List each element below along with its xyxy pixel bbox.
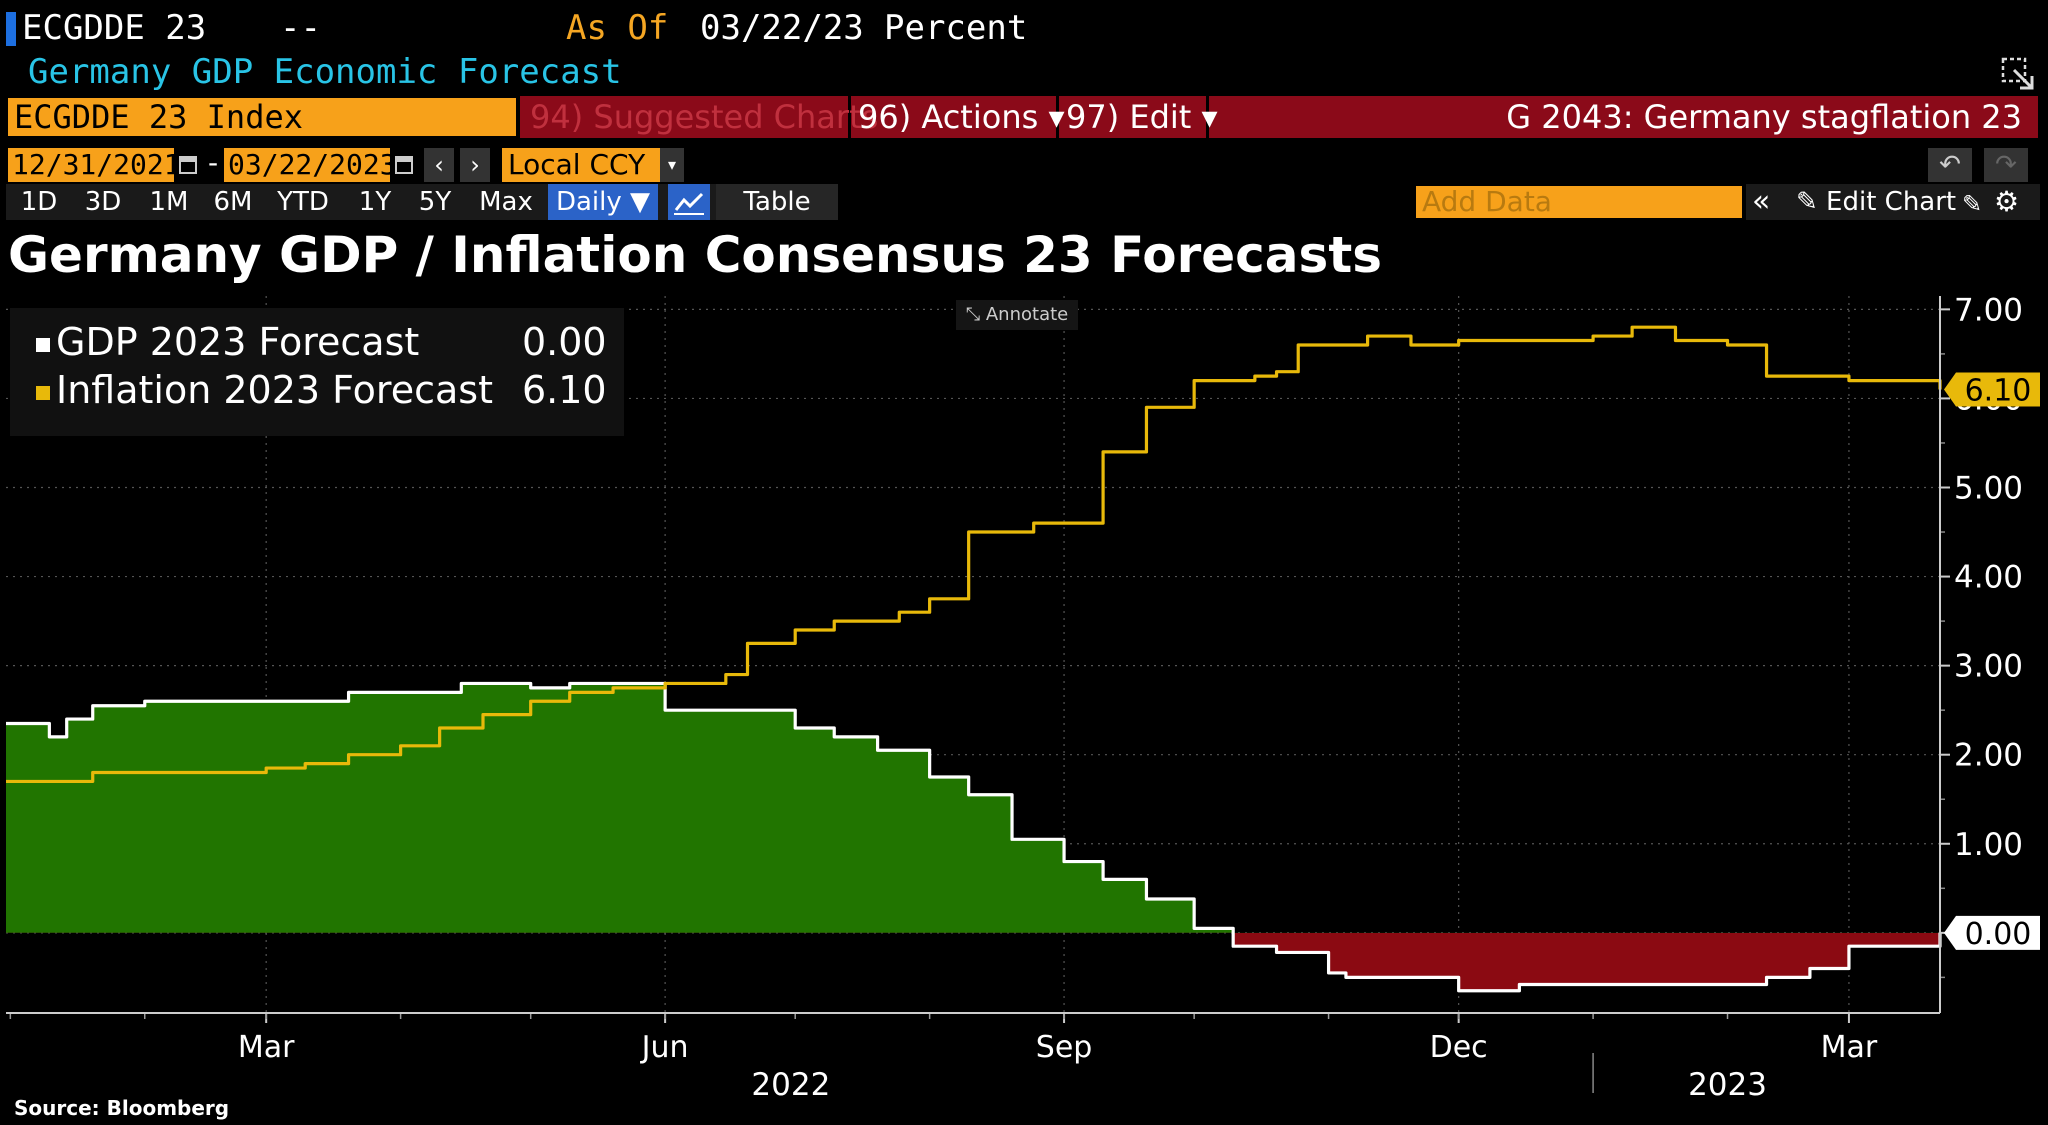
gdp-series-line	[6, 681, 1942, 993]
legend-label-inflation: Inflation 2023 Forecast	[56, 368, 493, 412]
gdp-positive-area	[6, 683, 1234, 933]
year-label: 2022	[751, 1067, 830, 1103]
security-marker	[6, 12, 16, 46]
launchpad-chart-name[interactable]: G 2043: Germany stagflation 23	[1506, 98, 2022, 136]
gdp-last-value-tag-text: 0.00	[1965, 917, 2032, 952]
y-tick-label: 2.00	[1954, 738, 2023, 774]
start-date-field[interactable]: 12/31/2021	[8, 148, 181, 182]
security-description: Germany GDP Economic Forecast	[28, 52, 622, 92]
chart-tools-bar	[1746, 184, 2040, 220]
gdp-last-value-tag: 0.00	[1944, 915, 2040, 952]
legend-label-gdp: GDP 2023 Forecast	[56, 320, 420, 364]
menu-divider	[1206, 96, 1209, 138]
menu-divider	[1056, 96, 1059, 138]
asof-date: 03/22/23	[700, 8, 864, 48]
ticker-label[interactable]: ECGDDE 23	[22, 8, 207, 48]
period-ytd[interactable]: YTD	[277, 187, 329, 217]
undo-button[interactable]: ↶	[1928, 148, 1972, 182]
y-tick-label: 1.00	[1954, 827, 2023, 863]
y-tick-label: 4.00	[1954, 560, 2023, 596]
x-tick-label: Sep	[1036, 1030, 1093, 1065]
frequency-select[interactable]: Daily ▼	[548, 184, 658, 220]
date-separator: -	[208, 146, 219, 179]
legend-value-gdp: 0.00	[522, 320, 607, 364]
collapse-icon[interactable]: «	[1752, 184, 1771, 219]
asof-label: As Of	[566, 8, 669, 48]
axes: 1.002.003.004.005.006.007.00MarJunSepDec…	[6, 292, 2040, 1103]
suggested-charts-menu[interactable]: 94) Suggested Charts	[530, 98, 879, 136]
calendar-icon[interactable]	[178, 152, 198, 176]
ticker-dash: --	[280, 8, 321, 48]
actions-menu[interactable]: 96) Actions ▾	[858, 98, 1065, 136]
add-data-input[interactable]: Add Data	[1416, 186, 1742, 218]
period-1d[interactable]: 1D	[20, 187, 58, 217]
next-period-button[interactable]: ›	[460, 148, 490, 182]
x-tick-label: Dec	[1430, 1030, 1488, 1065]
period-3d[interactable]: 3D	[84, 187, 122, 217]
inflation-last-value-tag-bg	[1944, 372, 2040, 407]
period-5y[interactable]: 5Y	[418, 187, 452, 217]
y-tick-label: 3.00	[1954, 649, 2023, 685]
calendar-icon[interactable]	[394, 152, 414, 176]
popout-icon[interactable]	[2000, 56, 2036, 92]
chevron-down-icon[interactable]: ▾	[660, 148, 684, 182]
edit-icon[interactable]: ✎	[1962, 190, 1983, 218]
area-fill	[6, 683, 1940, 991]
menu-bar	[520, 96, 2038, 138]
inflation-last-value-tag-text: 6.10	[1965, 374, 2032, 409]
x-tick-label: Mar	[238, 1030, 295, 1065]
legend: GDP 2023 Forecast 0.00 Inflation 2023 Fo…	[10, 308, 624, 436]
x-tick-label: Jun	[640, 1030, 689, 1065]
period-max[interactable]: Max	[479, 187, 533, 217]
edit-chart-button[interactable]: ✎ Edit Chart	[1796, 187, 1957, 217]
table-view-button[interactable]: Table	[716, 184, 838, 220]
source-note: Source: Bloomberg	[14, 1096, 230, 1120]
year-label: 2023	[1688, 1067, 1767, 1103]
prev-period-button[interactable]: ‹	[424, 148, 454, 182]
y-tick-label: 7.00	[1954, 292, 2023, 328]
gdp-last-value-tag-bg	[1944, 915, 2040, 950]
period-1y[interactable]: 1Y	[358, 187, 392, 217]
x-tick-label: Mar	[1821, 1030, 1878, 1065]
line-chart-icon[interactable]	[668, 184, 710, 220]
inflation-last-value-tag: 6.10	[1944, 372, 2040, 409]
gear-icon[interactable]: ⚙	[1994, 185, 2020, 218]
security-input[interactable]: ECGDDE 23 Index	[8, 98, 516, 136]
chart-title: Germany GDP / Inflation Consensus 23 For…	[8, 226, 1382, 284]
series-lines	[6, 325, 1942, 993]
period-1m[interactable]: 1M	[149, 187, 189, 217]
annotate-button[interactable]: ⤡ Annotate	[956, 300, 1078, 330]
edit-menu[interactable]: 97) Edit ▾	[1066, 98, 1218, 136]
end-date-field[interactable]: 03/22/2023	[224, 148, 397, 182]
redo-button[interactable]: ↷	[1984, 148, 2028, 182]
y-tick-label: 5.00	[1954, 470, 2023, 506]
menu-divider	[848, 96, 851, 138]
legend-swatch-inflation	[36, 386, 50, 400]
units-label: Percent	[884, 8, 1028, 48]
inflation-series-line	[6, 325, 1942, 784]
currency-select[interactable]: Local CCY	[502, 148, 666, 182]
period-6m[interactable]: 6M	[213, 187, 253, 217]
legend-swatch-gdp	[36, 338, 50, 352]
legend-value-inflation: 6.10	[522, 368, 607, 412]
